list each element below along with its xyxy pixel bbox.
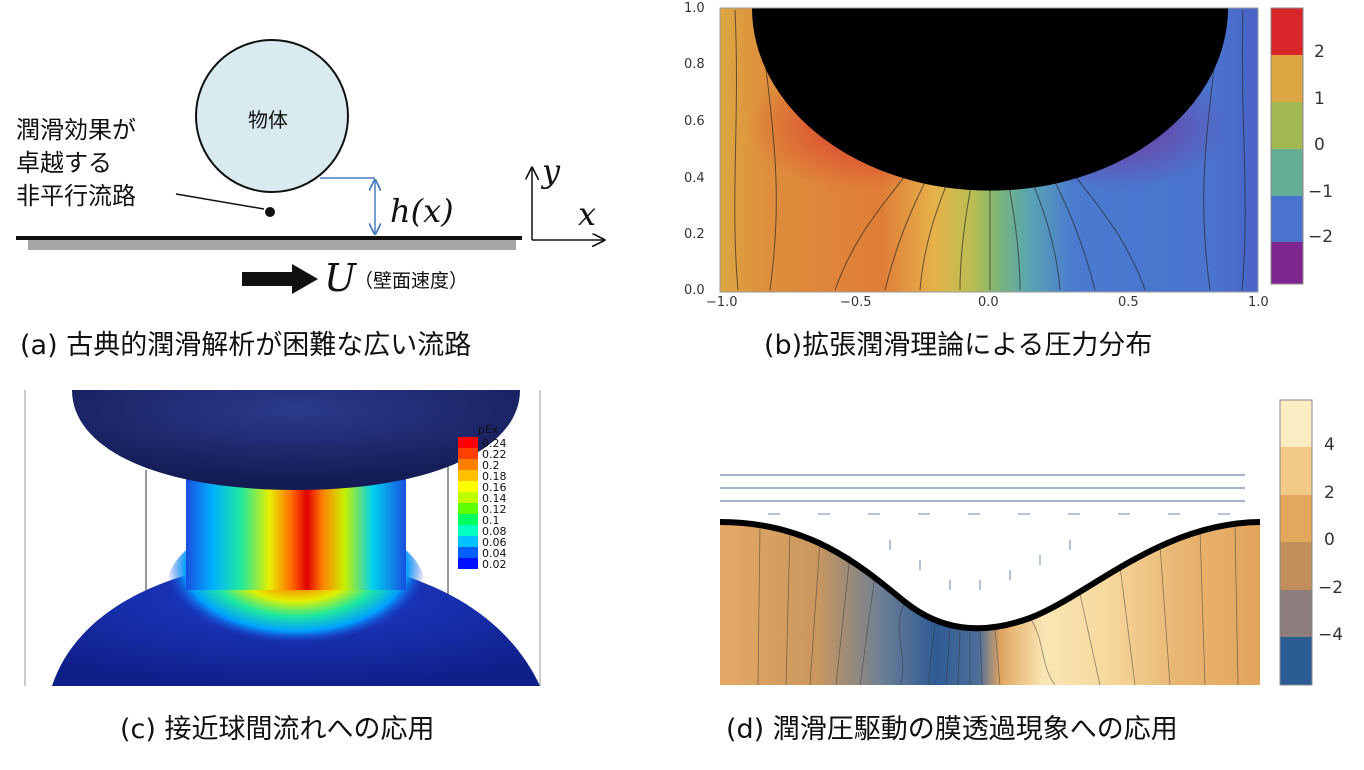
legend-c-2: 0.22 (482, 448, 507, 461)
gap-label: h(x) (390, 192, 454, 230)
axis-x-label: x (578, 195, 597, 233)
legend-c-title: pEx (478, 423, 499, 436)
x-tick-3: 0.0 (978, 295, 999, 310)
membrane-flow-plot (719, 399, 1313, 686)
x-tick-4: 0.5 (1118, 295, 1139, 310)
velocity-symbol: U (324, 256, 357, 300)
y-tick-6: 1.0 (684, 1, 705, 16)
wall-shadow (28, 240, 516, 250)
x-tick-1: −1.0 (706, 295, 738, 310)
channel-label-line-3: 非平行流路 (16, 182, 136, 210)
channel-label-line-2: 卓越する (16, 149, 112, 177)
legend-c-12: 0.02 (482, 558, 507, 571)
legend-c-1: 0.24 (482, 437, 507, 450)
caption-d: (d) 潤滑圧駆動の膜透過現象への応用 (726, 714, 1178, 745)
cb-b-tick-2: 1 (1314, 89, 1325, 109)
axis-y-label: y (542, 152, 561, 190)
legend-c-5: 0.16 (482, 481, 507, 494)
cb-b-tick-4: −1 (1308, 182, 1334, 202)
legend-c-10: 0.06 (482, 536, 507, 549)
caption-c: (c) 接近球間流れへの応用 (120, 714, 435, 745)
panel-d-membrane: 4 2 0 −2 −4 (d) 潤滑圧駆動の膜透過現象への応用 (660, 380, 1364, 770)
channel-schematic (16, 39, 640, 294)
cb-b-tick-1: 2 (1314, 42, 1325, 62)
panel-a-schematic: 物体 潤滑効果が 卓越する 非平行流路 h(x) y x U （壁面速度） (a… (0, 0, 640, 380)
caption-a: (a) 古典的潤滑解析が困難な広い流路 (20, 330, 472, 361)
y-tick-2: 0.2 (684, 227, 705, 242)
cb-d-tick-4: −2 (1318, 578, 1344, 598)
object-sphere (195, 39, 349, 193)
x-tick-5: 1.0 (1248, 295, 1269, 310)
cb-b-tick-3: 0 (1314, 135, 1325, 155)
colorbar-b (1270, 7, 1304, 285)
cb-b-tick-5: −2 (1308, 227, 1334, 247)
cb-d-tick-1: 4 (1324, 435, 1335, 455)
membrane-domain (720, 522, 1260, 685)
upper-sphere (72, 390, 520, 490)
cb-d-tick-2: 2 (1324, 483, 1335, 503)
channel-label-line-1: 潤滑効果が (16, 116, 136, 144)
velocity-note: （壁面速度） (354, 270, 469, 292)
legend-c-3: 0.2 (482, 459, 500, 472)
panel-b-pressure-plot: −1.0 −0.5 0.0 0.5 1.0 0.0 0.2 0.4 0.6 0.… (660, 0, 1364, 380)
colorbar-d (1279, 399, 1313, 686)
legend-c-4: 0.18 (482, 470, 507, 483)
cb-d-tick-5: −4 (1318, 625, 1344, 645)
panel-c-sphere-flow: pEx 0.24 0.22 0.2 0.18 0.16 0.14 0.12 0.… (0, 380, 660, 770)
y-tick-5: 0.8 (684, 57, 705, 72)
legend-c-7: 0.12 (482, 503, 507, 516)
legend-c-8: 0.1 (482, 514, 500, 527)
sphere-flow-render (24, 390, 545, 686)
y-tick-4: 0.6 (684, 114, 705, 129)
sphere-cross-section (752, 8, 1228, 191)
pressure-contour-plot (719, 7, 1304, 293)
legend-c-9: 0.08 (482, 525, 507, 538)
velocity-arrow (242, 264, 318, 294)
membrane-boundary (719, 519, 1261, 632)
velocity-arrows-small (768, 513, 1230, 590)
object-label: 物体 (248, 108, 288, 132)
velocity-vectors (720, 474, 1245, 502)
y-tick-3: 0.4 (684, 171, 705, 186)
legend-c-6: 0.14 (482, 492, 507, 505)
cb-d-tick-3: 0 (1324, 530, 1335, 550)
y-tick-1: 0.0 (684, 283, 705, 298)
x-tick-2: −0.5 (840, 295, 872, 310)
caption-b: (b)拡張潤滑理論による圧力分布 (764, 330, 1153, 361)
pressure-contours-d (757, 522, 1239, 686)
legend-c (458, 437, 478, 569)
legend-c-11: 0.04 (482, 547, 507, 560)
label-pointer (175, 193, 265, 210)
